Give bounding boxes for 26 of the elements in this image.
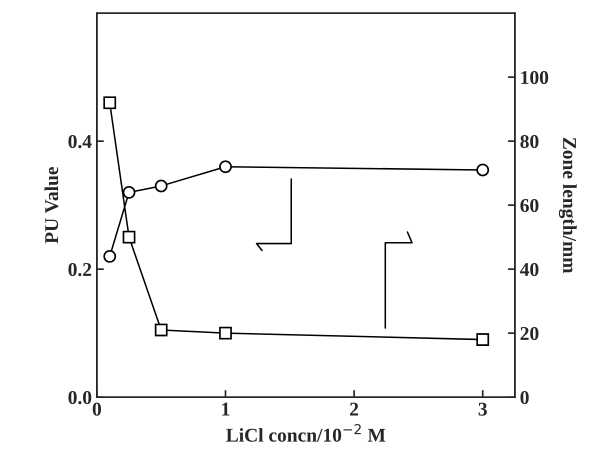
- y2-tick-label: 20: [520, 326, 538, 340]
- x-tick-label: 3: [478, 402, 487, 416]
- point: [122, 186, 136, 199]
- x-tick-label: 0: [92, 402, 101, 416]
- x-tick-label: 2: [350, 402, 358, 416]
- point: [154, 324, 168, 336]
- point: [476, 333, 490, 346]
- y2-tick-label: 40: [520, 262, 538, 276]
- y-axis-title: PU Value: [44, 167, 58, 244]
- point: [476, 164, 490, 176]
- x-axis-title: LiCl concn/10$^{−2}$ M: [226, 424, 386, 442]
- y-tick-label: 0.4: [68, 134, 92, 148]
- y2-tick-label: 60: [520, 198, 538, 212]
- point: [103, 96, 116, 110]
- x-tick-label: 1: [222, 402, 230, 416]
- y2-axis-title: Zone length/mm: [558, 138, 577, 274]
- y2-tick-label: 100: [521, 70, 548, 84]
- point: [103, 250, 116, 263]
- y-tick-label: 0.0: [68, 390, 92, 404]
- point: [219, 160, 232, 174]
- point: [219, 326, 232, 340]
- point: [154, 180, 168, 192]
- y2-tick-label: 0: [520, 390, 529, 404]
- y-tick-label: 0.2: [68, 262, 92, 276]
- y2-tick-label: 80: [520, 134, 538, 148]
- point: [122, 230, 136, 244]
